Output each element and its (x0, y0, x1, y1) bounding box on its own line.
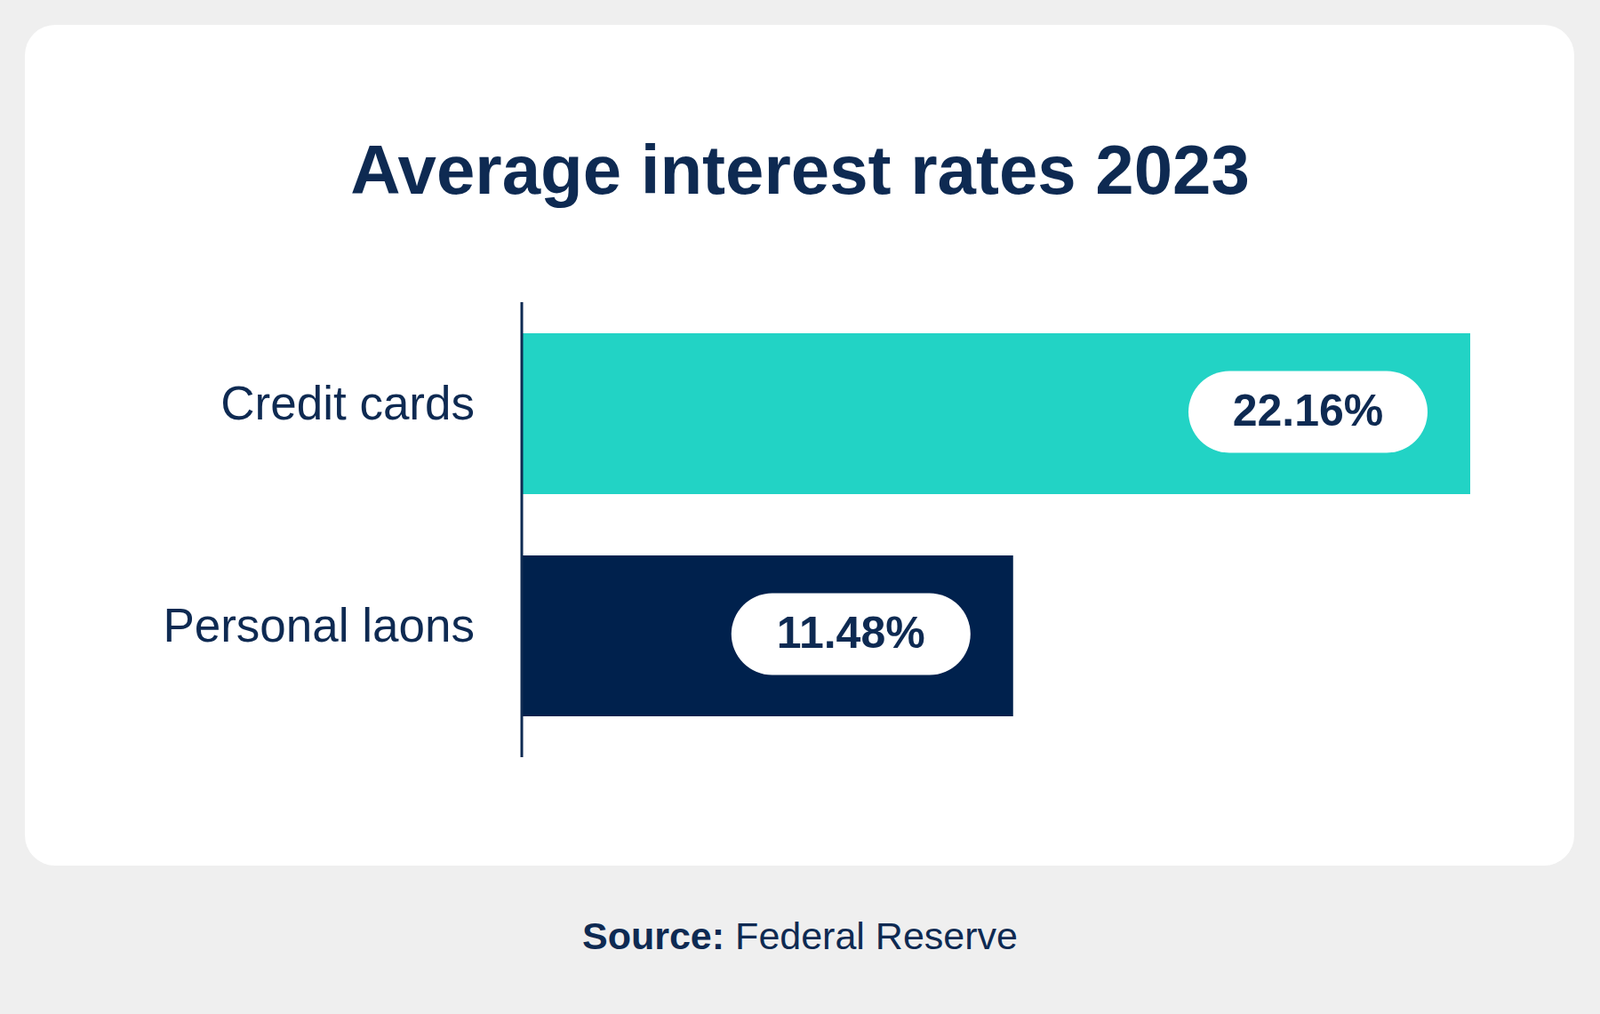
value-pill (731, 593, 971, 676)
source-label: Source: (582, 914, 725, 958)
axis-line (520, 302, 524, 758)
bar (521, 333, 1471, 495)
data-label: 22.16% (1232, 385, 1384, 436)
background (0, 0, 1600, 1014)
category-label: Personal laons (162, 599, 475, 652)
source-text: Federal Reserve (735, 914, 1018, 958)
title: Average interest rates 2023 (350, 130, 1250, 209)
labels: Credit cards 22.16% Personal laons 11.48% (162, 371, 1428, 676)
chart-svg: Average interest rates 2023 Credit cards 2… (0, 0, 1600, 1014)
bar (521, 555, 1014, 717)
data-label: 11.48% (776, 608, 926, 658)
bars (521, 333, 1471, 717)
value-pill (1188, 371, 1428, 454)
card (24, 24, 1575, 866)
source: Source:Federal Reserve (582, 914, 1018, 958)
chart-root: Average interest rates 2023 Credit cards 2… (0, 0, 1600, 1014)
category-label: Credit cards (220, 376, 475, 430)
